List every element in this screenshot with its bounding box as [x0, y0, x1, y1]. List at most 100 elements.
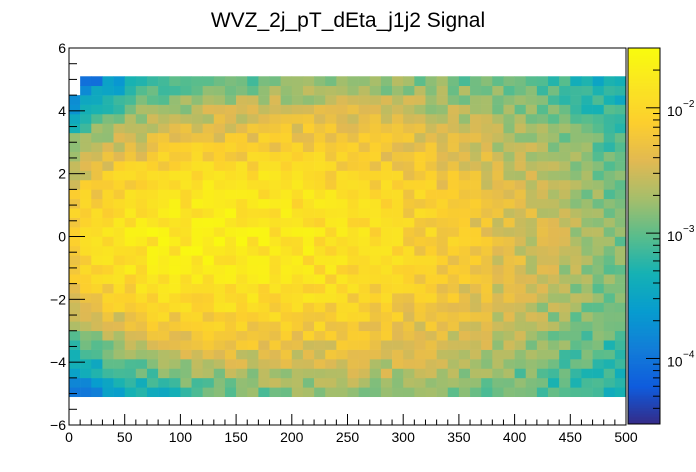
heatmap-cell — [525, 104, 538, 115]
colorbar-segment — [628, 109, 660, 112]
colorbar-segment — [628, 86, 660, 89]
heatmap-cell — [258, 198, 270, 209]
heatmap-cell — [392, 189, 404, 200]
heatmap-cell — [224, 189, 237, 200]
heatmap-cell — [559, 151, 571, 162]
heatmap-cell — [481, 264, 493, 275]
heatmap-cell — [113, 274, 125, 284]
heatmap-cell — [603, 311, 616, 322]
heatmap-cell — [603, 377, 616, 388]
heatmap-cell — [236, 359, 248, 369]
colorbar-tick-base: 10 — [667, 103, 683, 119]
heatmap-cell — [124, 293, 137, 303]
heatmap-cell — [570, 302, 582, 313]
colorbar-segment — [628, 319, 660, 322]
colorbar-segment — [628, 105, 660, 108]
heatmap-cell — [436, 170, 449, 181]
colorbar-segment — [628, 422, 660, 425]
heatmap-cell — [169, 330, 181, 341]
heatmap-cell — [258, 274, 270, 284]
heatmap-cell — [247, 151, 259, 162]
heatmap-cell — [280, 227, 293, 237]
heatmap-cell — [470, 340, 482, 350]
heatmap-cell — [113, 245, 125, 256]
heatmap-cell — [570, 311, 582, 322]
heatmap-cell — [592, 387, 605, 398]
colorbar-segment — [628, 62, 660, 65]
heatmap-cell — [247, 208, 259, 218]
heatmap-cell — [492, 227, 504, 237]
heatmap-cell — [358, 349, 371, 360]
heatmap-cell — [614, 293, 627, 303]
heatmap-cell — [581, 311, 593, 322]
heatmap-cell — [525, 161, 538, 171]
heatmap-cell — [614, 132, 627, 143]
heatmap-cell — [436, 104, 449, 115]
heatmap-cell — [525, 85, 538, 96]
heatmap-cell — [180, 142, 192, 152]
colorbar-segment — [628, 196, 660, 199]
heatmap-cell — [347, 104, 359, 115]
heatmap-cell — [458, 302, 471, 313]
heatmap-cell — [592, 189, 605, 200]
heatmap-cell — [503, 76, 515, 87]
heatmap-cell — [548, 123, 560, 134]
heatmap-cell — [336, 274, 348, 284]
heatmap-cell — [113, 302, 125, 313]
heatmap-cell — [559, 179, 571, 190]
colorbar-segment — [628, 398, 660, 401]
heatmap-cell — [414, 123, 426, 134]
heatmap-cell — [169, 104, 181, 115]
heatmap-cell — [158, 330, 170, 341]
heatmap-cell — [158, 76, 170, 87]
heatmap-cell — [581, 95, 593, 105]
heatmap-cell — [403, 85, 415, 96]
heatmap-cell — [325, 189, 337, 200]
heatmap-cell — [280, 321, 293, 332]
heatmap-cell — [213, 330, 226, 341]
heatmap-cell — [325, 123, 337, 134]
heatmap-cell — [269, 293, 281, 303]
heatmap-cell — [213, 349, 226, 360]
heatmap-cell — [592, 377, 605, 388]
heatmap-cell — [325, 340, 337, 350]
colorbar-segment — [628, 230, 660, 233]
colorbar-segment — [628, 152, 660, 155]
heatmap-cell — [614, 321, 627, 332]
heatmap-cell — [169, 142, 181, 152]
heatmap-cell — [592, 104, 605, 115]
heatmap-cell — [336, 302, 348, 313]
colorbar-segment — [628, 273, 660, 276]
colorbar-segment — [628, 182, 660, 185]
heatmap-cell — [269, 340, 281, 350]
heatmap-cell — [425, 368, 437, 379]
heatmap-cell — [224, 245, 237, 256]
heatmap-cell — [548, 142, 560, 152]
heatmap-cell — [481, 321, 493, 332]
colorbar-segment — [628, 89, 660, 92]
heatmap-cell — [514, 274, 527, 284]
heatmap-cell — [236, 113, 248, 124]
colorbar-segment — [628, 80, 660, 83]
heatmap-cell — [380, 85, 393, 96]
heatmap-cell — [135, 123, 148, 134]
colorbar-segment — [628, 50, 660, 53]
colorbar-segment — [628, 376, 660, 379]
heatmap-cell — [91, 340, 103, 350]
heatmap-cell — [91, 189, 103, 200]
heatmap-cell — [570, 179, 582, 190]
heatmap-cell — [69, 198, 81, 209]
heatmap-cell — [525, 95, 538, 105]
heatmap-cell — [269, 208, 281, 218]
heatmap-cell — [280, 377, 293, 388]
heatmap-cell — [124, 255, 137, 266]
colorbar-segment — [628, 111, 660, 114]
heatmap-cell — [570, 368, 582, 379]
heatmap-cell — [258, 95, 270, 105]
heatmap-cell — [581, 161, 593, 171]
heatmap-cell — [91, 161, 103, 171]
heatmap-cell — [425, 170, 437, 181]
heatmap-cell — [180, 208, 192, 218]
heatmap-cell — [180, 189, 192, 200]
heatmap-cell — [202, 170, 215, 181]
